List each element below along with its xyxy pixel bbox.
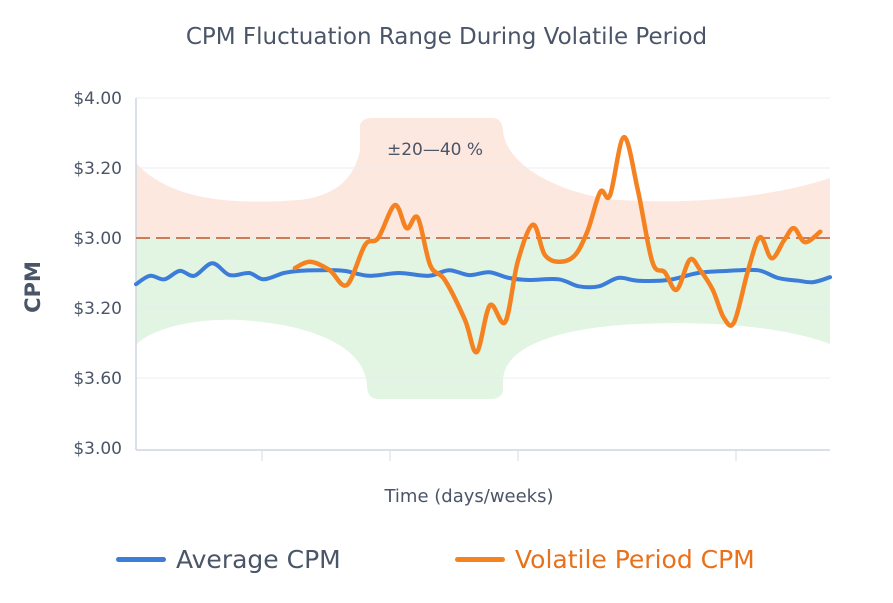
band-annotation: ±20—40 % [387,140,483,160]
y-tick-label: $4.00 [73,89,122,109]
y-tick-label: $3.00 [73,229,122,249]
series-line-volatile [292,134,823,355]
legend-item-average: Average CPM [116,545,341,574]
legend-label-average: Average CPM [176,545,341,574]
y-tick-label: $3.20 [73,299,122,319]
lower-band [136,238,830,399]
x-axis-label: Time (days/weeks) [383,486,553,507]
legend-item-volatile: Volatile Period CPM [455,545,755,574]
y-axis-label: CPM [21,261,45,313]
upper-band [136,118,830,238]
y-tick-label: $3.20 [73,159,122,179]
x-ticks [261,450,737,461]
y-tick-label: $3.00 [73,439,122,459]
chart-title: CPM Fluctuation Range During Volatile Pe… [185,24,708,50]
volatility-bands [136,118,830,399]
series-lines [134,134,832,355]
y-tick-label: $3.60 [73,369,122,389]
y-tick-labels: $4.00 $3.20 $3.00 $3.20 $3.60 $3.00 [73,89,122,459]
legend-label-volatile: Volatile Period CPM [515,545,755,574]
legend-swatch-volatile [455,557,505,562]
series-line-average [134,261,832,290]
legend-swatch-average [116,557,166,562]
